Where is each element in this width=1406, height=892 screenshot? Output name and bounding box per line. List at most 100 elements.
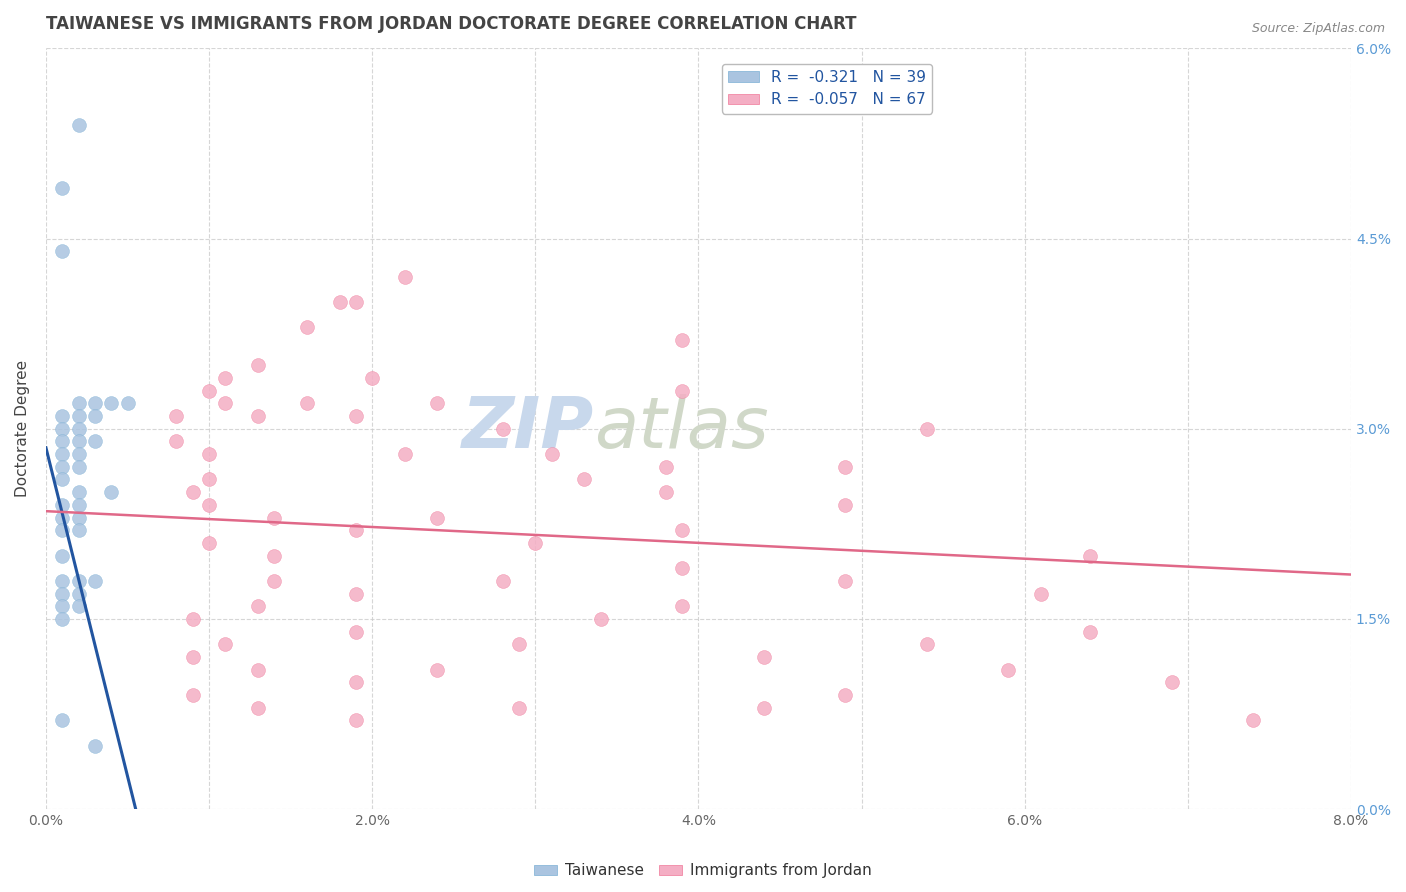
Point [67, 523, 90, 537]
Point [752, 649, 775, 664]
Point [247, 359, 270, 373]
Point [181, 612, 204, 626]
Point [166, 409, 188, 423]
Point [263, 510, 285, 524]
Point [295, 396, 318, 410]
Legend: Taiwanese, Immigrants from Jordan: Taiwanese, Immigrants from Jordan [529, 857, 877, 884]
Point [671, 561, 693, 575]
Point [51, 612, 73, 626]
Point [67, 498, 90, 512]
Point [67, 599, 90, 614]
Point [524, 536, 547, 550]
Point [574, 473, 596, 487]
Point [344, 523, 367, 537]
Point [51, 523, 73, 537]
Point [181, 649, 204, 664]
Point [344, 714, 367, 728]
Point [671, 523, 693, 537]
Point [361, 371, 384, 385]
Point [671, 599, 693, 614]
Point [51, 549, 73, 563]
Point [426, 663, 449, 677]
Point [508, 700, 530, 714]
Point [915, 422, 938, 436]
Point [247, 409, 270, 423]
Point [67, 434, 90, 449]
Point [51, 498, 73, 512]
Point [100, 396, 122, 410]
Point [67, 586, 90, 600]
Point [51, 714, 73, 728]
Point [51, 447, 73, 461]
Point [1241, 714, 1264, 728]
Point [344, 624, 367, 639]
Point [67, 447, 90, 461]
Point [394, 269, 416, 284]
Point [344, 409, 367, 423]
Point [214, 396, 236, 410]
Point [834, 459, 856, 474]
Point [247, 599, 270, 614]
Point [752, 700, 775, 714]
Point [540, 447, 562, 461]
Text: ZIP: ZIP [461, 394, 595, 463]
Point [997, 663, 1019, 677]
Point [51, 510, 73, 524]
Point [51, 574, 73, 588]
Point [295, 320, 318, 334]
Point [671, 384, 693, 398]
Point [198, 384, 221, 398]
Point [51, 422, 73, 436]
Point [589, 612, 612, 626]
Point [247, 663, 270, 677]
Point [100, 485, 122, 500]
Point [329, 295, 352, 310]
Point [198, 447, 221, 461]
Point [51, 473, 73, 487]
Point [67, 459, 90, 474]
Point [67, 574, 90, 588]
Point [67, 409, 90, 423]
Point [1078, 624, 1101, 639]
Point [834, 574, 856, 588]
Text: Source: ZipAtlas.com: Source: ZipAtlas.com [1251, 22, 1385, 36]
Point [67, 485, 90, 500]
Point [51, 599, 73, 614]
Point [1078, 549, 1101, 563]
Point [655, 459, 678, 474]
Point [198, 473, 221, 487]
Point [344, 295, 367, 310]
Point [426, 510, 449, 524]
Point [492, 422, 515, 436]
Point [51, 586, 73, 600]
Text: atlas: atlas [595, 394, 769, 463]
Text: TAIWANESE VS IMMIGRANTS FROM JORDAN DOCTORATE DEGREE CORRELATION CHART: TAIWANESE VS IMMIGRANTS FROM JORDAN DOCT… [46, 15, 856, 33]
Point [67, 118, 90, 132]
Point [51, 459, 73, 474]
Point [394, 447, 416, 461]
Point [344, 586, 367, 600]
Y-axis label: Doctorate Degree: Doctorate Degree [15, 360, 30, 498]
Point [263, 574, 285, 588]
Point [51, 244, 73, 259]
Point [67, 422, 90, 436]
Point [508, 637, 530, 651]
Point [84, 409, 107, 423]
Point [198, 536, 221, 550]
Point [1029, 586, 1052, 600]
Point [166, 434, 188, 449]
Point [51, 409, 73, 423]
Point [84, 739, 107, 753]
Point [834, 79, 856, 94]
Point [426, 396, 449, 410]
Point [198, 498, 221, 512]
Point [344, 675, 367, 690]
Point [84, 434, 107, 449]
Point [51, 181, 73, 195]
Point [671, 333, 693, 347]
Point [655, 485, 678, 500]
Point [214, 637, 236, 651]
Point [84, 396, 107, 410]
Point [181, 688, 204, 702]
Point [67, 396, 90, 410]
